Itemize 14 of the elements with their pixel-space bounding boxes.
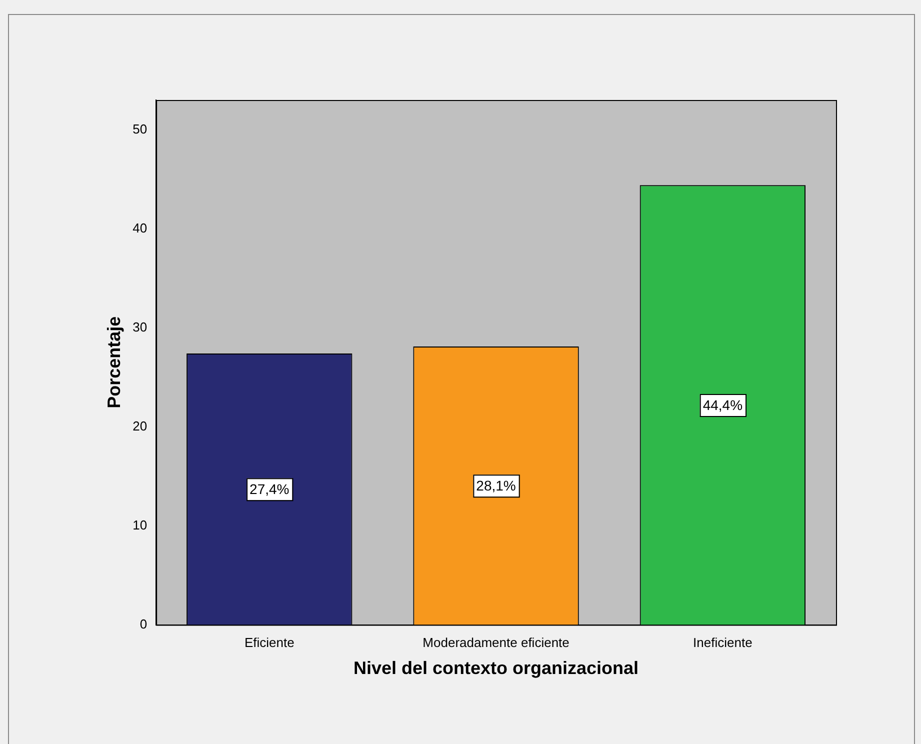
- y-tick-label: 30: [132, 319, 148, 334]
- y-axis-title: Porcentaje: [104, 316, 124, 408]
- y-tick-label: 0: [140, 616, 148, 632]
- y-tick-label: 20: [132, 418, 148, 434]
- y-tick-label: 10: [132, 517, 148, 532]
- x-tick-label: Ineficiente: [693, 635, 752, 650]
- y-tick-label: 40: [132, 220, 148, 236]
- x-tick-label: Eficiente: [244, 635, 294, 650]
- y-tick-label: 50: [132, 121, 148, 136]
- data-label: 28,1%: [476, 478, 516, 494]
- data-label: 44,4%: [702, 396, 743, 413]
- x-axis-title: Nivel del contexto organizacional: [353, 658, 639, 678]
- x-tick-label: Moderadamente eficiente: [422, 635, 570, 650]
- data-label: 27,4%: [250, 481, 290, 498]
